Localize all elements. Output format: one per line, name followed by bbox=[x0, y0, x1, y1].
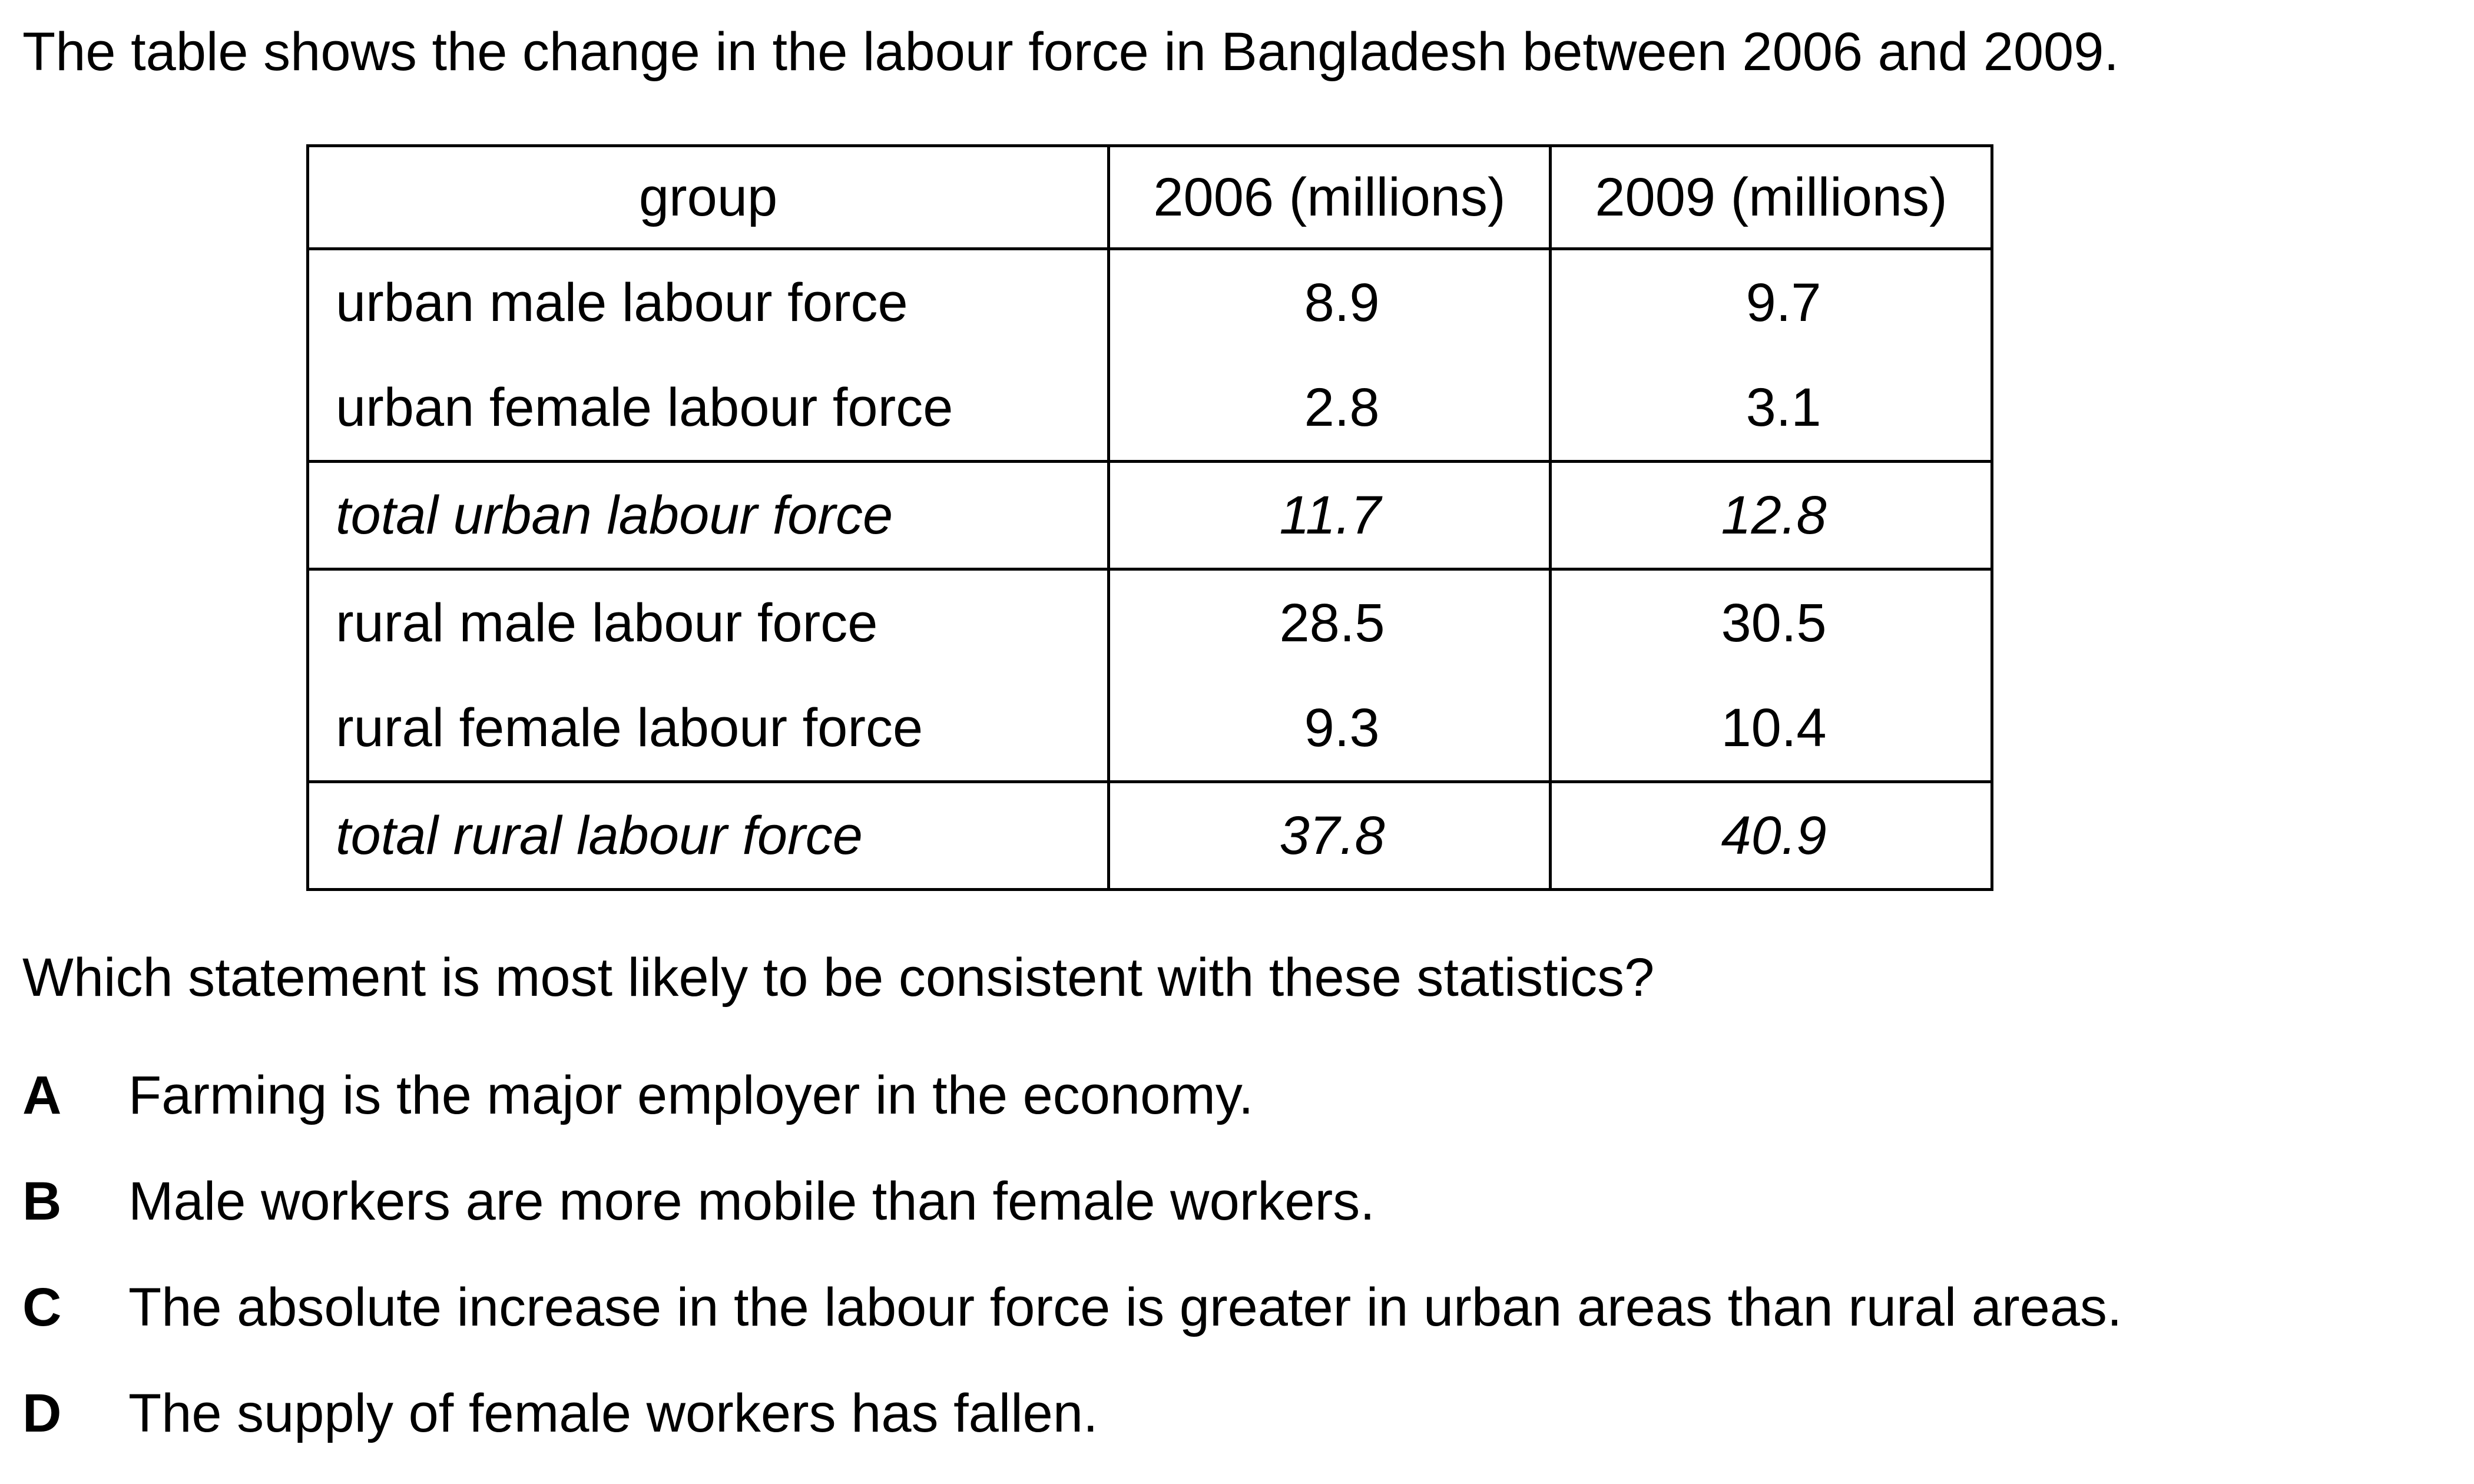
row-label: rural male labour force bbox=[306, 569, 1110, 675]
table-row: rural male labour force 28.5 30.5 bbox=[306, 569, 1993, 675]
option-letter: B bbox=[22, 1171, 62, 1231]
row-label: urban male labour force bbox=[306, 249, 1110, 355]
table-row-total: total urban labour force 11.7 12.8 bbox=[306, 461, 1993, 571]
labour-force-table: group 2006 (millions) 2009 (millions) ur… bbox=[306, 144, 1993, 891]
value-2009: 40.9 bbox=[1549, 781, 1993, 891]
value-2006: 37.8 bbox=[1107, 781, 1552, 891]
column-header-2006: 2006 (millions) bbox=[1107, 144, 1552, 250]
value-2006: 28.5 bbox=[1107, 569, 1552, 675]
answer-options: A Farming is the major employer in the e… bbox=[22, 1060, 2122, 1484]
option-letter: A bbox=[22, 1065, 62, 1125]
option-text: Male workers are more mobile than female… bbox=[128, 1171, 1375, 1231]
row-label: rural female labour force bbox=[306, 675, 1110, 783]
option-text: Farming is the major employer in the eco… bbox=[128, 1065, 1254, 1125]
table-row: urban female labour force 2.8 3.1 bbox=[306, 355, 1993, 463]
table-header-row: group 2006 (millions) 2009 (millions) bbox=[306, 144, 1993, 250]
option-c[interactable]: C The absolute increase in the labour fo… bbox=[22, 1272, 2122, 1378]
table-row: urban male labour force 8.9 9.7 bbox=[306, 249, 1993, 355]
option-letter: D bbox=[22, 1383, 62, 1443]
option-text: The absolute increase in the labour forc… bbox=[128, 1277, 2122, 1337]
row-label: total rural labour force bbox=[306, 781, 1110, 891]
option-a[interactable]: A Farming is the major employer in the e… bbox=[22, 1060, 2122, 1166]
table-row-total: total rural labour force 37.8 40.9 bbox=[306, 781, 1993, 891]
intro-text: The table shows the change in the labour… bbox=[22, 22, 2119, 82]
option-b[interactable]: B Male workers are more mobile than fema… bbox=[22, 1166, 2122, 1272]
column-header-group: group bbox=[306, 144, 1110, 250]
value-2006: 11.7 bbox=[1107, 461, 1552, 571]
value-2009: 30.5 bbox=[1549, 569, 1993, 675]
value-2009: 12.8 bbox=[1549, 461, 1993, 571]
table-row: rural female labour force 9.3 10.4 bbox=[306, 675, 1993, 783]
row-label: urban female labour force bbox=[306, 355, 1110, 463]
value-2006: 8.9 bbox=[1107, 249, 1552, 355]
option-letter: C bbox=[22, 1277, 62, 1337]
question-text: Which statement is most likely to be con… bbox=[22, 948, 1655, 1008]
value-2009: 9.7 bbox=[1549, 249, 1993, 355]
value-2009: 10.4 bbox=[1549, 675, 1993, 783]
option-text: The supply of female workers has fallen. bbox=[128, 1383, 1098, 1443]
option-d[interactable]: D The supply of female workers has falle… bbox=[22, 1378, 2122, 1484]
column-header-2009: 2009 (millions) bbox=[1549, 144, 1993, 250]
value-2006: 2.8 bbox=[1107, 355, 1552, 463]
value-2006: 9.3 bbox=[1107, 675, 1552, 783]
row-label: total urban labour force bbox=[306, 461, 1110, 571]
value-2009: 3.1 bbox=[1549, 355, 1993, 463]
